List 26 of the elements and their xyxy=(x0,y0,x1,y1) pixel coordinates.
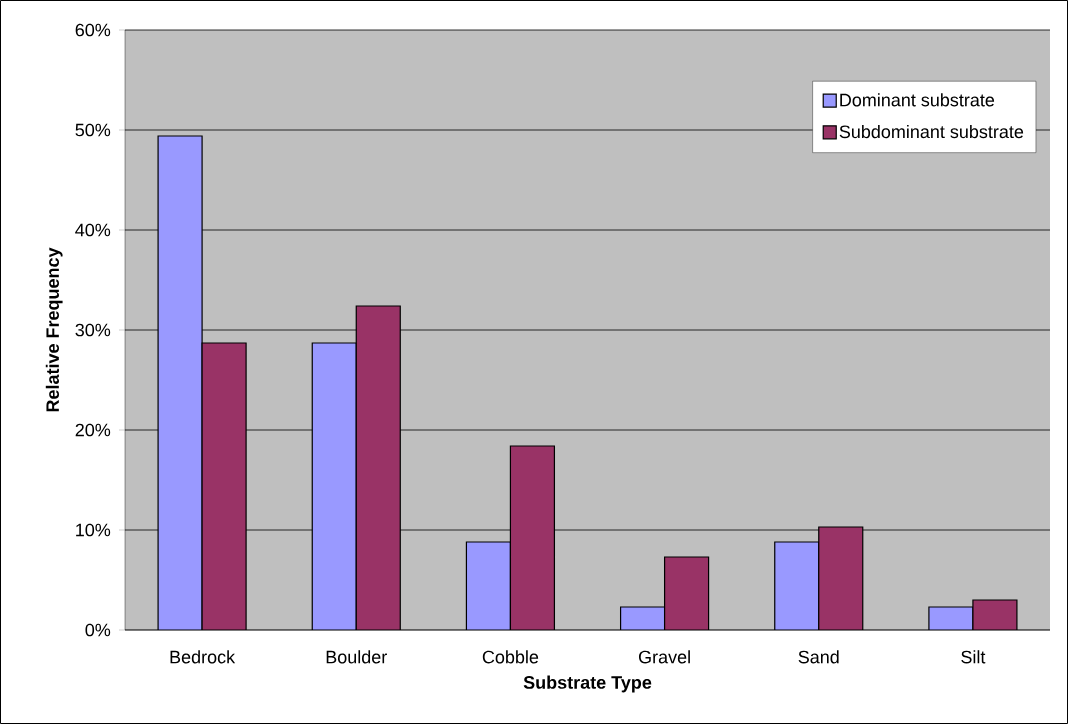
bar xyxy=(157,135,203,630)
bar xyxy=(774,541,820,630)
bar xyxy=(509,445,556,630)
x-axis-title: Substrate Type xyxy=(523,675,652,693)
bar xyxy=(311,342,357,630)
y-tick-label: 50% xyxy=(75,123,111,137)
y-tick-label: 10% xyxy=(76,523,111,537)
bar xyxy=(465,541,512,630)
y-axis-title: Relative Frequency xyxy=(45,247,63,412)
legend-label: Dominant substrate xyxy=(840,93,995,107)
bar xyxy=(818,526,864,630)
y-tick-label: 30% xyxy=(75,323,111,337)
bar xyxy=(355,305,401,630)
x-tick-label: Sand xyxy=(798,650,839,664)
x-tick-label: Cobble xyxy=(482,650,539,664)
y-tick-label: 40% xyxy=(75,223,111,237)
x-tick-label: Boulder xyxy=(326,650,387,664)
bar xyxy=(201,342,247,630)
y-tick-label: 60% xyxy=(75,23,111,37)
y-tick-label: 0% xyxy=(85,623,111,637)
x-tick-label: Silt xyxy=(961,650,986,664)
bar xyxy=(663,556,710,630)
x-tick-label: Gravel xyxy=(638,650,690,664)
y-tick-label: 20% xyxy=(75,423,111,437)
legend-label: Subdominant substrate xyxy=(839,124,1024,139)
x-tick-label: Bedrock xyxy=(170,650,236,664)
